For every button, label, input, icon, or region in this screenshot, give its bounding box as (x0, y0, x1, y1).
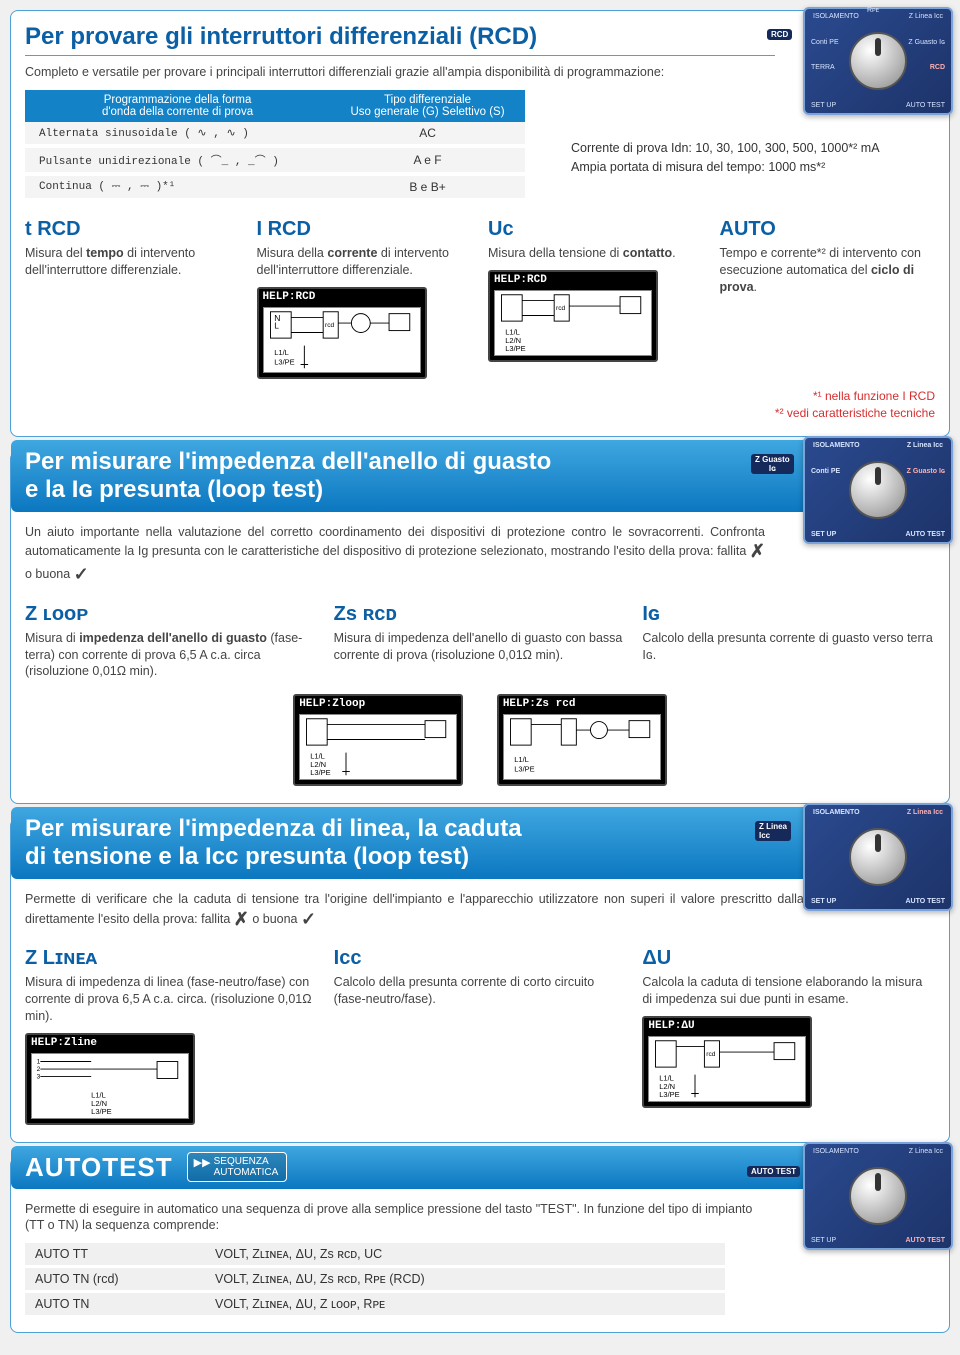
dial-knob (849, 1167, 907, 1225)
section-title: Per provare gli interruttori differenzia… (25, 23, 775, 56)
autotest-lead: Permette di eseguire in automatico una s… (25, 1201, 765, 1234)
col-icc: Icc Calcolo della presunta corrente di c… (334, 947, 627, 1128)
th-right: Tipo differenziale Uso generale (G) Sele… (330, 90, 525, 122)
line-columns: Z Lɪɴᴇᴀ Misura di impedenza di linea (fa… (25, 947, 935, 1128)
dial-line: Z LineaIcc ISOLAMENTO Z Linea Icc SET UP… (803, 803, 953, 911)
autotest-title: AUTOTEST (25, 1152, 173, 1183)
section-lead: Un aiuto importante nella valutazione de… (25, 524, 765, 587)
svg-text:L3/PE: L3/PE (505, 344, 525, 353)
svg-text:L3/PE: L3/PE (310, 768, 330, 777)
section-autotest: AUTOTEST SEQUENZAAUTOMATICA AUTO TEST IS… (10, 1157, 950, 1334)
pass-icon: ✓ (74, 563, 89, 586)
dial-active-label: Z GuastoIɢ (751, 454, 794, 474)
col-ircd: I RCD Misura della corrente di intervent… (257, 218, 473, 382)
dial-active-label: Z LineaIcc (755, 821, 791, 841)
svg-text:L3/PE: L3/PE (514, 765, 534, 774)
sequence-badge: SEQUENZAAUTOMATICA (187, 1152, 288, 1182)
rcd-columns: t RCD Misura del tempo di intervento del… (25, 218, 935, 382)
lcd-zloop: HELP:Zloop L1/LL2/NL3/PE (293, 694, 463, 786)
svg-text:L1/L: L1/L (274, 348, 289, 357)
section-loop: Per misurare l'impedenza dell'anello di … (10, 451, 950, 805)
fail-icon: ✗ (750, 540, 765, 563)
svg-text:L3/PE: L3/PE (274, 357, 294, 366)
svg-text:L1/L: L1/L (514, 755, 529, 764)
dial-knob (849, 32, 907, 90)
autotest-header: AUTOTEST SEQUENZAAUTOMATICA AUTO TEST IS… (11, 1146, 949, 1189)
lcd-ircd: HELP:RCD LNrcdL1/LL3/PE (257, 287, 427, 379)
dial-rcd: RCD ISOLAMENTO Z Linea Icc Conti PE Z Gu… (803, 7, 953, 115)
col-zsrcd: Zs ʀᴄᴅ Misura di impedenza dell'anello d… (334, 603, 627, 681)
dial-autotest: AUTO TEST ISOLAMENTO Z Linea Icc SET UP … (803, 1142, 953, 1250)
svg-text:3: 3 (37, 1073, 41, 1080)
fail-icon: ✗ (234, 908, 249, 931)
autotest-table: AUTO TTVOLT, Zʟɪɴᴇᴀ, ΔU, Zs ʀᴄᴅ, UC AUTO… (25, 1243, 725, 1318)
svg-text:L3/PE: L3/PE (91, 1107, 111, 1116)
col-trcd: t RCD Misura del tempo di intervento del… (25, 218, 241, 382)
section-title: Per misurare l'impedenza dell'anello di … (11, 440, 949, 512)
lcd-zsrcd: HELP:Zs rcd L1/LL3/PE (497, 694, 667, 786)
section-title: Per misurare l'impedenza di linea, la ca… (11, 807, 949, 879)
pass-icon: ✓ (301, 908, 316, 931)
lcd-row: HELP:Zloop L1/LL2/NL3/PE HELP:Zs rcd L1/… (25, 686, 935, 789)
th-left: Programmazione della forma d'onda della … (25, 90, 330, 122)
svg-text:N: N (274, 313, 280, 323)
svg-text:L3/PE: L3/PE (660, 1090, 680, 1099)
svg-text:rcd: rcd (707, 1050, 716, 1057)
dial-loop: Z GuastoIɢ ISOLAMENTO Z Linea Icc Conti … (803, 436, 953, 544)
lcd-zline: HELP:Zline 123L1/LL2/NL3/PE (25, 1033, 195, 1125)
svg-text:rcd: rcd (556, 305, 565, 312)
svg-text:2: 2 (37, 1065, 41, 1072)
dial-active-label: RCD (767, 29, 792, 40)
svg-text:rcd: rcd (325, 322, 334, 329)
col-zlinea: Z Lɪɴᴇᴀ Misura di impedenza di linea (fa… (25, 947, 318, 1128)
lcd-uc: HELP:RCD rcdL1/LL2/NL3/PE (488, 270, 658, 362)
side-notes: Corrente di prova Idn: 10, 30, 100, 300,… (571, 139, 880, 177)
section-lead: Permette di verificare che la caduta di … (25, 891, 935, 931)
loop-columns: Z ʟᴏᴏᴘ Misura di impedenza dell'anello d… (25, 603, 935, 681)
footnotes: *¹ nella funzione I RCD *² vedi caratter… (25, 388, 935, 422)
section-line: Per misurare l'impedenza di linea, la ca… (10, 818, 950, 1142)
col-uc: Uc Misura della tensione di contatto. HE… (488, 218, 704, 382)
col-ig: Iɢ Calcolo della presunta corrente di gu… (642, 603, 935, 681)
dial-knob (849, 828, 907, 886)
dial-knob (849, 461, 907, 519)
waveform-table: Programmazione della forma d'onda della … (25, 90, 525, 202)
svg-text:1: 1 (37, 1058, 41, 1065)
col-du: ΔU Calcola la caduta di tensione elabora… (642, 947, 935, 1128)
dial-active-label: AUTO TEST (747, 1166, 800, 1177)
section-lead: Completo e versatile per provare i princ… (25, 64, 775, 80)
lcd-du: HELP:ΔU rcdL1/LL2/NL3/PE (642, 1016, 812, 1108)
col-zloop: Z ʟᴏᴏᴘ Misura di impedenza dell'anello d… (25, 603, 318, 681)
section-rcd: RCD ISOLAMENTO Z Linea Icc Conti PE Z Gu… (10, 10, 950, 437)
col-auto: AUTO Tempo e corrente*² di intervento co… (720, 218, 936, 382)
